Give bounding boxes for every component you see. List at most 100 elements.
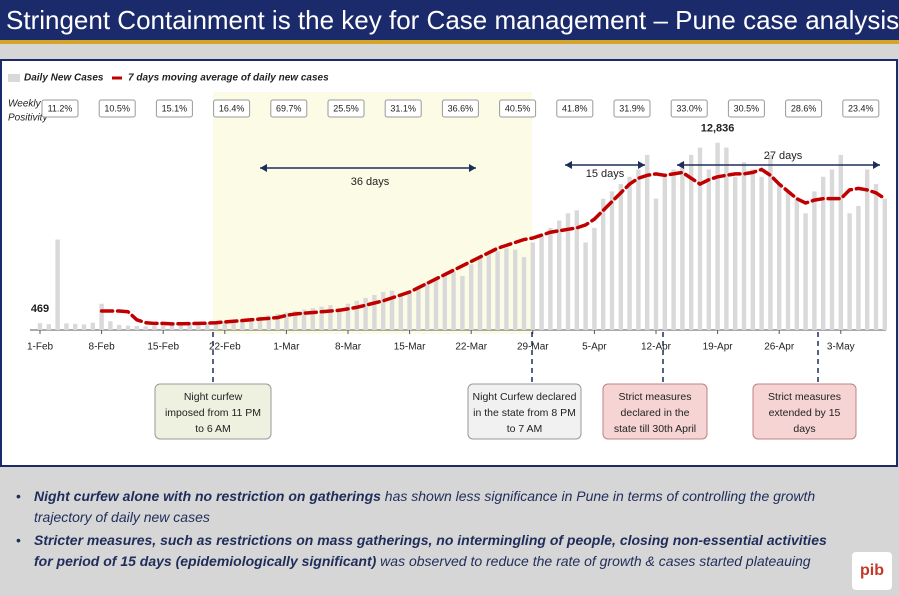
bar — [759, 176, 764, 330]
positivity-value: 11.2% — [48, 103, 73, 113]
bar — [697, 147, 703, 330]
positivity-value: 16.4% — [219, 103, 245, 113]
bar — [504, 248, 509, 330]
moving-average-line — [99, 167, 887, 326]
positivity-label: Weekly — [8, 99, 42, 110]
callout-box — [752, 383, 857, 440]
x-tick-label: 12-Apr — [641, 342, 672, 353]
bar — [768, 154, 773, 330]
positivity-value: 36.6% — [448, 103, 474, 113]
bar — [293, 311, 298, 330]
chart: Daily New Cases 7 days moving average of … — [0, 59, 898, 467]
bar — [222, 321, 227, 330]
bullets: Night curfew alone with no restriction o… — [14, 486, 844, 574]
positivity-label: Positivity — [8, 113, 48, 124]
bar — [565, 213, 571, 330]
bullet: Night curfew alone with no restriction o… — [14, 486, 844, 528]
positivity-box — [499, 99, 537, 118]
bar — [301, 309, 307, 330]
x-tick-label: 8-Feb — [89, 342, 116, 353]
bar — [108, 321, 113, 330]
positivity-box — [727, 99, 765, 118]
callout-text: Strict measures — [619, 391, 692, 403]
positivity-value: 10.5% — [104, 103, 130, 113]
positivity-value: 41.8% — [562, 103, 588, 113]
bar — [81, 324, 87, 330]
bar — [724, 147, 729, 330]
bar — [583, 242, 588, 330]
bar — [442, 274, 447, 330]
bar — [750, 169, 755, 330]
title-bar: Stringent Containment is the key for Cas… — [0, 0, 899, 44]
bar — [451, 271, 456, 330]
positivity-value: 28.6% — [791, 103, 817, 113]
positivity-box — [155, 99, 193, 118]
callout-box — [602, 383, 708, 440]
bar — [662, 176, 667, 330]
bar — [257, 316, 263, 330]
x-tick-label: 22-Feb — [209, 342, 241, 353]
callout-text: extended by 15 — [769, 407, 841, 419]
positivity-box — [213, 99, 251, 118]
logo: pib — [852, 552, 892, 590]
span-label: 15 days — [586, 168, 625, 180]
positivity-box — [98, 99, 136, 118]
bar — [785, 191, 791, 330]
positivity-value: 69.7% — [276, 103, 302, 113]
positivity-box — [41, 99, 79, 118]
bar — [706, 169, 711, 330]
bar — [539, 235, 544, 330]
bar — [715, 142, 720, 330]
bullet-text: was observed to reduce the rate of growt… — [376, 553, 811, 569]
bar — [240, 319, 245, 330]
bar — [134, 325, 139, 330]
callout-box — [154, 383, 272, 440]
bar — [363, 297, 368, 330]
data-label: 469 — [31, 303, 49, 315]
bar — [425, 281, 430, 330]
bullet-text: has shown less significance in Pune in t… — [34, 488, 816, 525]
bar — [37, 323, 43, 330]
bar — [64, 323, 69, 330]
bar — [592, 227, 597, 330]
bar — [557, 220, 562, 330]
positivity-value: 25.5% — [333, 103, 359, 113]
positivity-value: 31.9% — [619, 103, 645, 113]
bar — [882, 198, 887, 330]
bar — [777, 184, 782, 330]
bullet: Stricter measures, such as restrictions … — [14, 530, 844, 572]
bar — [328, 305, 333, 330]
chart-title: Stringent Containment is the key for Cas… — [6, 5, 899, 35]
callout-text: state till 30th April — [614, 423, 696, 435]
bar — [55, 239, 60, 330]
bar — [847, 213, 852, 330]
bar — [117, 324, 122, 330]
span-label: 27 days — [764, 150, 803, 162]
bar — [645, 154, 650, 330]
bar — [838, 154, 843, 330]
bar — [689, 154, 694, 330]
bar — [345, 303, 351, 330]
bar — [601, 198, 606, 330]
legend-swatch — [8, 74, 20, 82]
span-label: 36 days — [351, 176, 390, 188]
callout-text: Night Curfew declared — [473, 391, 577, 403]
bar — [143, 326, 148, 330]
bar — [266, 315, 271, 330]
bar — [821, 176, 826, 330]
positivity-box — [441, 99, 479, 118]
bar — [618, 184, 623, 330]
bar — [284, 312, 289, 330]
bar — [530, 242, 535, 330]
bar — [249, 318, 254, 330]
x-tick-label: 5-Apr — [582, 342, 607, 353]
bar — [741, 162, 747, 330]
x-tick-label: 1-Feb — [27, 342, 54, 353]
callout-text: in the state from 8 PM — [473, 407, 576, 419]
bar — [733, 176, 738, 330]
legend-label: 7 days moving average of daily new cases — [128, 73, 329, 84]
x-tick-label: 26-Apr — [764, 342, 795, 353]
legend-label: Daily New Cases — [24, 73, 104, 84]
bar — [161, 324, 166, 330]
bar — [680, 162, 685, 330]
